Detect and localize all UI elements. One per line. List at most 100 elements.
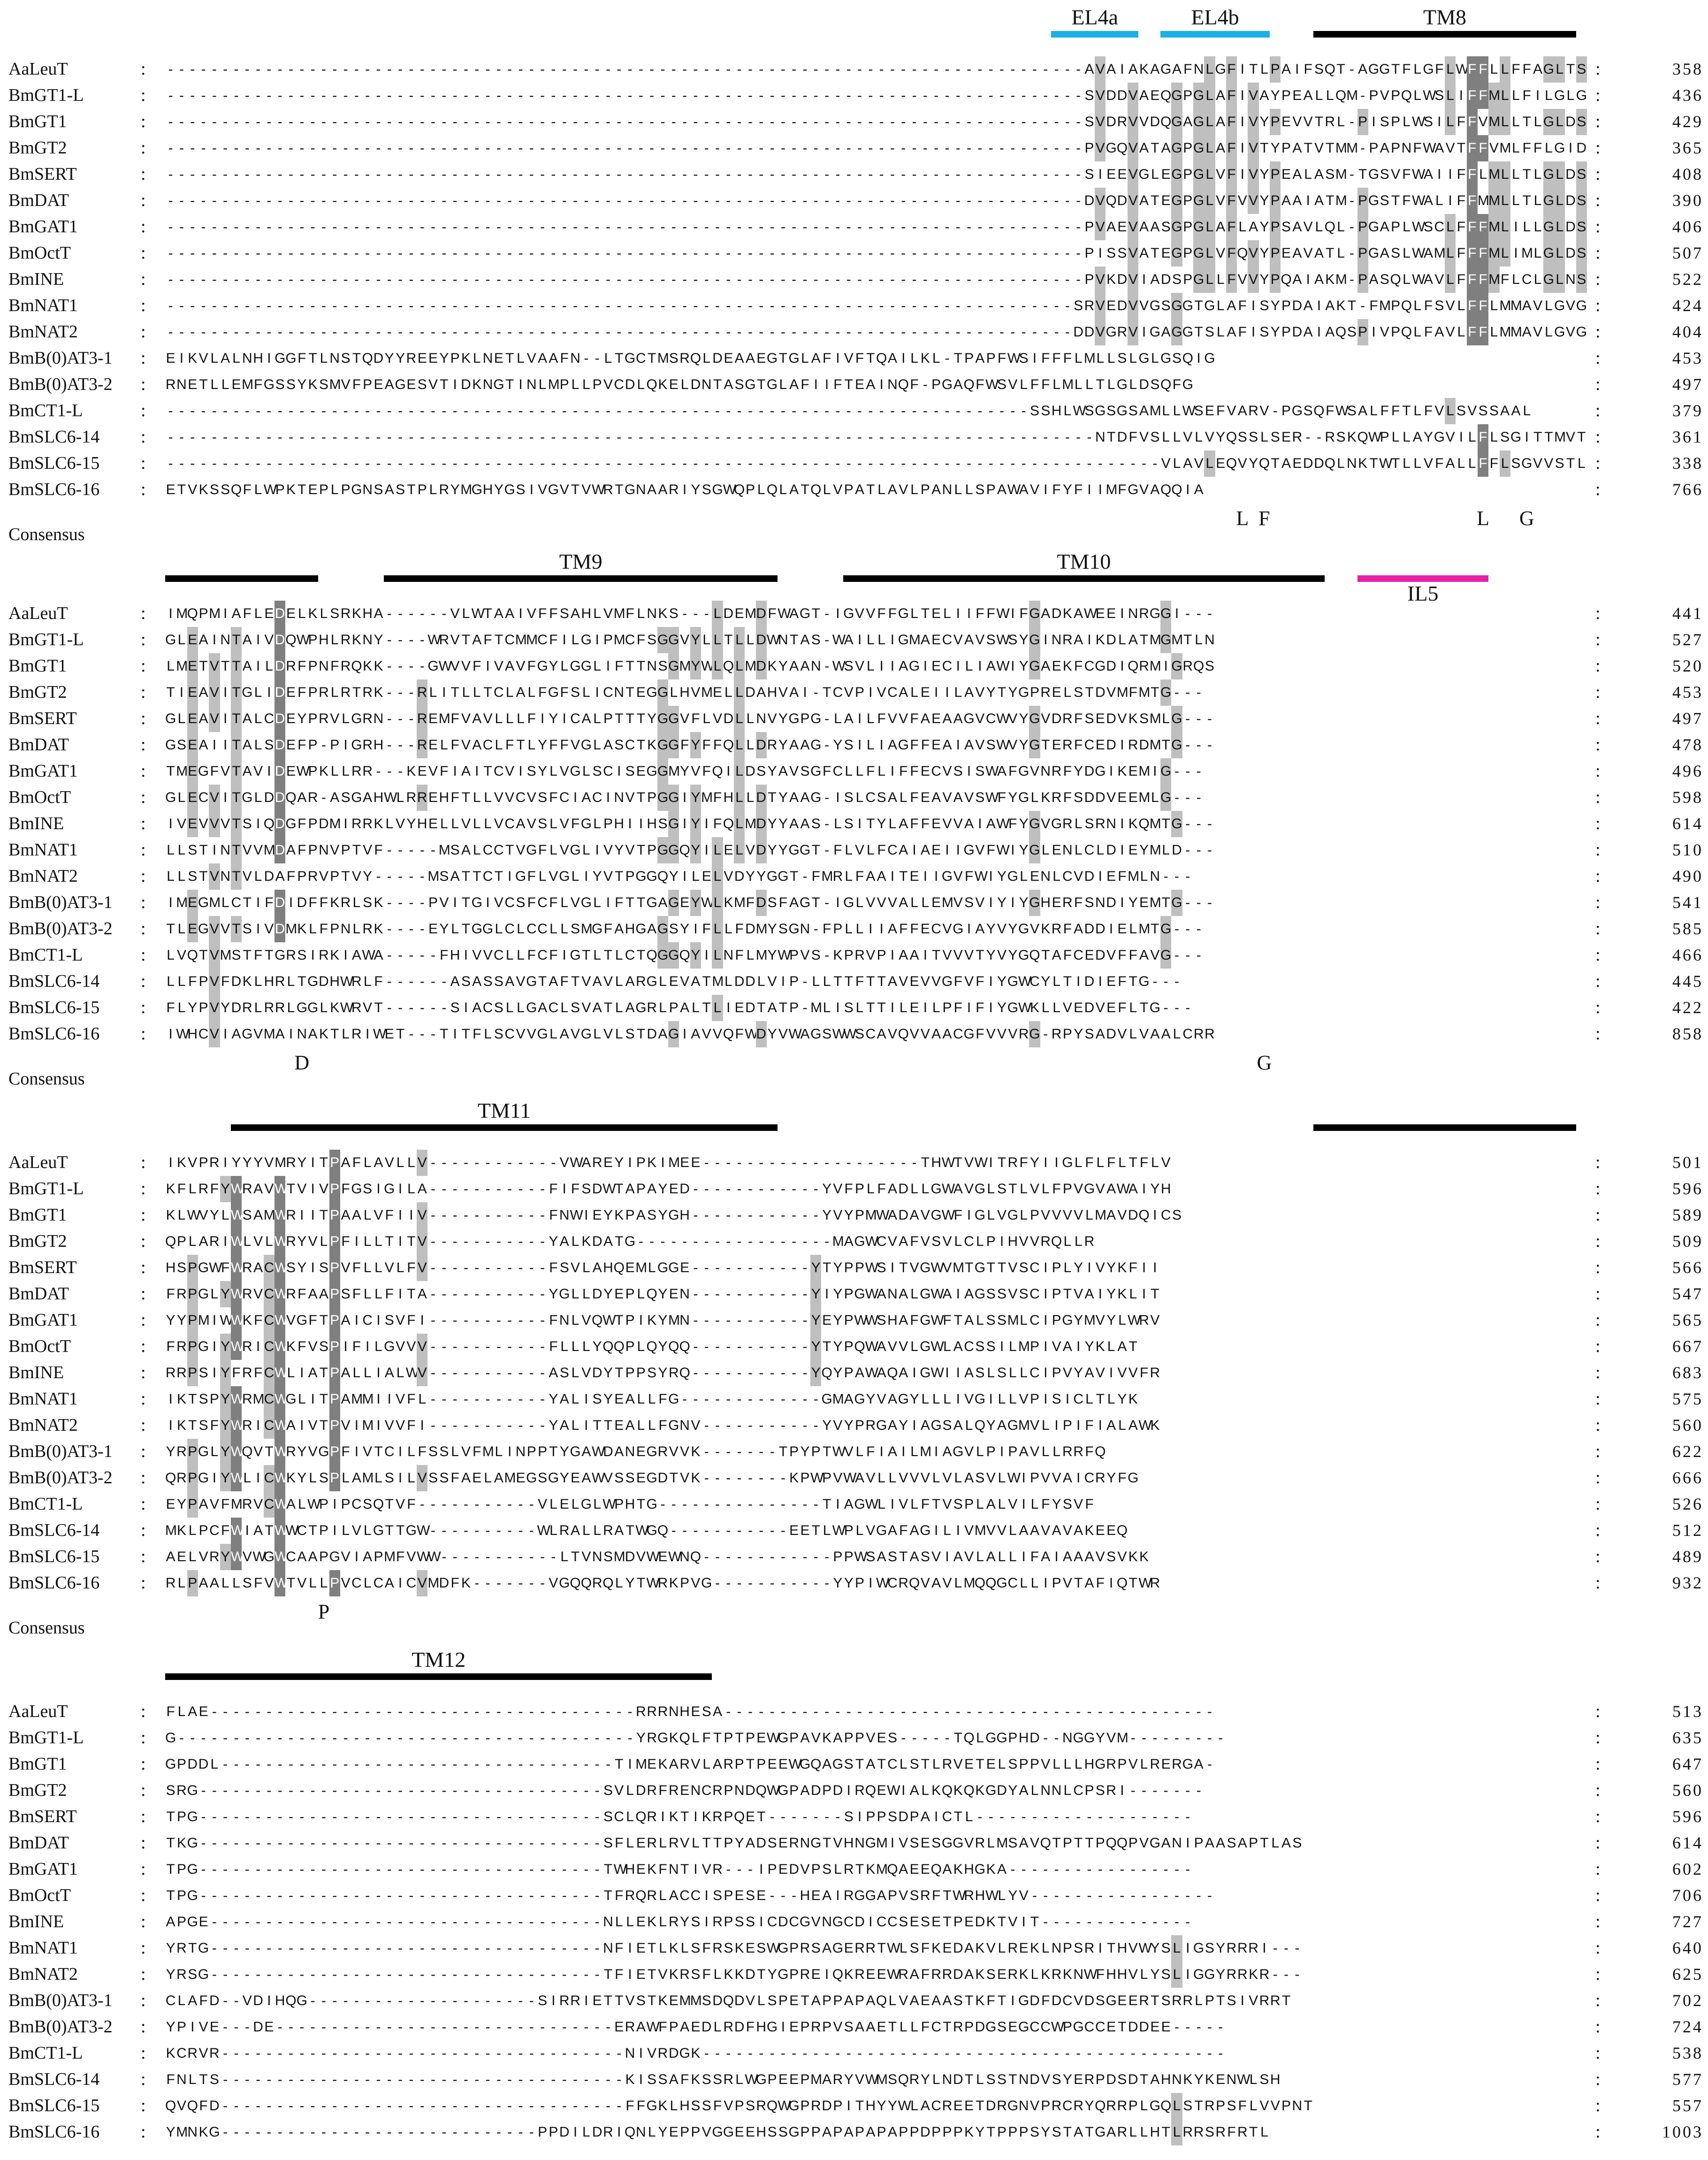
residue: L <box>1510 135 1521 161</box>
residue: S <box>1171 267 1182 293</box>
residue: L <box>1445 398 1456 424</box>
residue: P <box>985 477 996 503</box>
residue: - <box>1346 214 1357 240</box>
residue: V <box>1204 424 1215 450</box>
residue: - <box>439 398 450 424</box>
separator: : <box>141 216 146 237</box>
sequence-name: BmGT1 <box>8 111 67 132</box>
residue: - <box>307 319 318 345</box>
residue: M <box>1488 214 1499 240</box>
residue: A <box>1313 161 1324 188</box>
residue: G <box>1368 188 1379 214</box>
residue: P <box>1182 135 1193 161</box>
residue: F <box>1237 293 1248 319</box>
residue: - <box>165 161 176 188</box>
residue: - <box>614 267 625 293</box>
residue: - <box>756 214 767 240</box>
residue: - <box>570 161 580 188</box>
residue: L <box>1215 267 1226 293</box>
residue: T <box>1325 135 1335 161</box>
residue: - <box>592 83 602 109</box>
residue: L <box>1510 83 1521 109</box>
residue: F <box>876 601 887 627</box>
residue: - <box>931 56 942 83</box>
position-number: 497 <box>1672 374 1703 395</box>
residue: - <box>1051 161 1062 188</box>
residue: - <box>264 214 274 240</box>
residue: Q <box>1106 188 1116 214</box>
residue: N <box>1051 627 1062 653</box>
residue: - <box>810 109 821 135</box>
residue: - <box>909 161 920 188</box>
residue: - <box>963 214 974 240</box>
residue: - <box>767 240 778 267</box>
residue: K <box>1325 267 1335 293</box>
residue: - <box>351 450 362 477</box>
residue: - <box>876 56 887 83</box>
residue: F <box>1226 135 1237 161</box>
residue: - <box>690 450 701 477</box>
residue: Q <box>690 345 701 372</box>
residue: F <box>1182 56 1193 83</box>
residue: - <box>460 398 471 424</box>
residue: - <box>767 188 778 214</box>
residue: - <box>865 214 876 240</box>
residue: - <box>592 450 602 477</box>
residue: G <box>1543 267 1554 293</box>
residue: L <box>329 627 340 653</box>
residue: T <box>789 627 800 653</box>
residue: A <box>800 627 810 653</box>
residue: I <box>832 345 843 372</box>
sequence-residues: ----------------------------------------… <box>165 398 1587 424</box>
residue: - <box>679 267 690 293</box>
residue: - <box>647 398 657 424</box>
residue: - <box>1018 109 1029 135</box>
position-number: 404 <box>1672 321 1703 343</box>
residue: L <box>1160 398 1171 424</box>
residue: - <box>975 398 985 424</box>
residue: S <box>985 627 996 653</box>
residue: A <box>1171 56 1182 83</box>
residue: - <box>395 450 405 477</box>
residue: A <box>996 477 1007 503</box>
residue: G <box>1543 161 1554 188</box>
residue: - <box>800 293 810 319</box>
residue: - <box>723 83 734 109</box>
residue: - <box>406 56 417 83</box>
residue: - <box>264 161 274 188</box>
residue: - <box>406 109 417 135</box>
residue: - <box>264 83 274 109</box>
residue: Y <box>1259 214 1270 240</box>
residue: - <box>712 319 723 345</box>
residue: - <box>679 601 690 627</box>
residue: L <box>209 345 220 372</box>
residue: F <box>800 372 810 398</box>
residue: W <box>1368 424 1379 450</box>
residue: I <box>1095 161 1106 188</box>
residue: - <box>209 424 220 450</box>
residue: A <box>1423 161 1434 188</box>
residue: - <box>482 188 493 214</box>
residue: - <box>657 240 668 267</box>
residue: M <box>1434 240 1445 267</box>
residue: L <box>1521 398 1532 424</box>
sequence-row: BmNAT2: - - - - - - - - - - - - - - - - - - - - - - - - - - - - - - - - -… <box>0 319 1708 345</box>
residue: Y <box>690 627 701 653</box>
residue: - <box>264 188 274 214</box>
residue: F <box>1467 109 1478 135</box>
residue: F <box>1051 477 1062 503</box>
residue: C <box>1434 214 1445 240</box>
residue: A <box>1379 135 1390 161</box>
residue: - <box>472 83 482 109</box>
residue: - <box>625 188 635 214</box>
residue: L <box>1500 240 1510 267</box>
residue: - <box>187 109 198 135</box>
residue: L <box>1401 109 1412 135</box>
residue: - <box>252 83 263 109</box>
residue: - <box>931 319 942 345</box>
residue: - <box>789 450 800 477</box>
residue: L <box>1412 319 1423 345</box>
residue: - <box>297 267 307 293</box>
residue: - <box>647 240 657 267</box>
residue: F <box>1040 345 1051 372</box>
